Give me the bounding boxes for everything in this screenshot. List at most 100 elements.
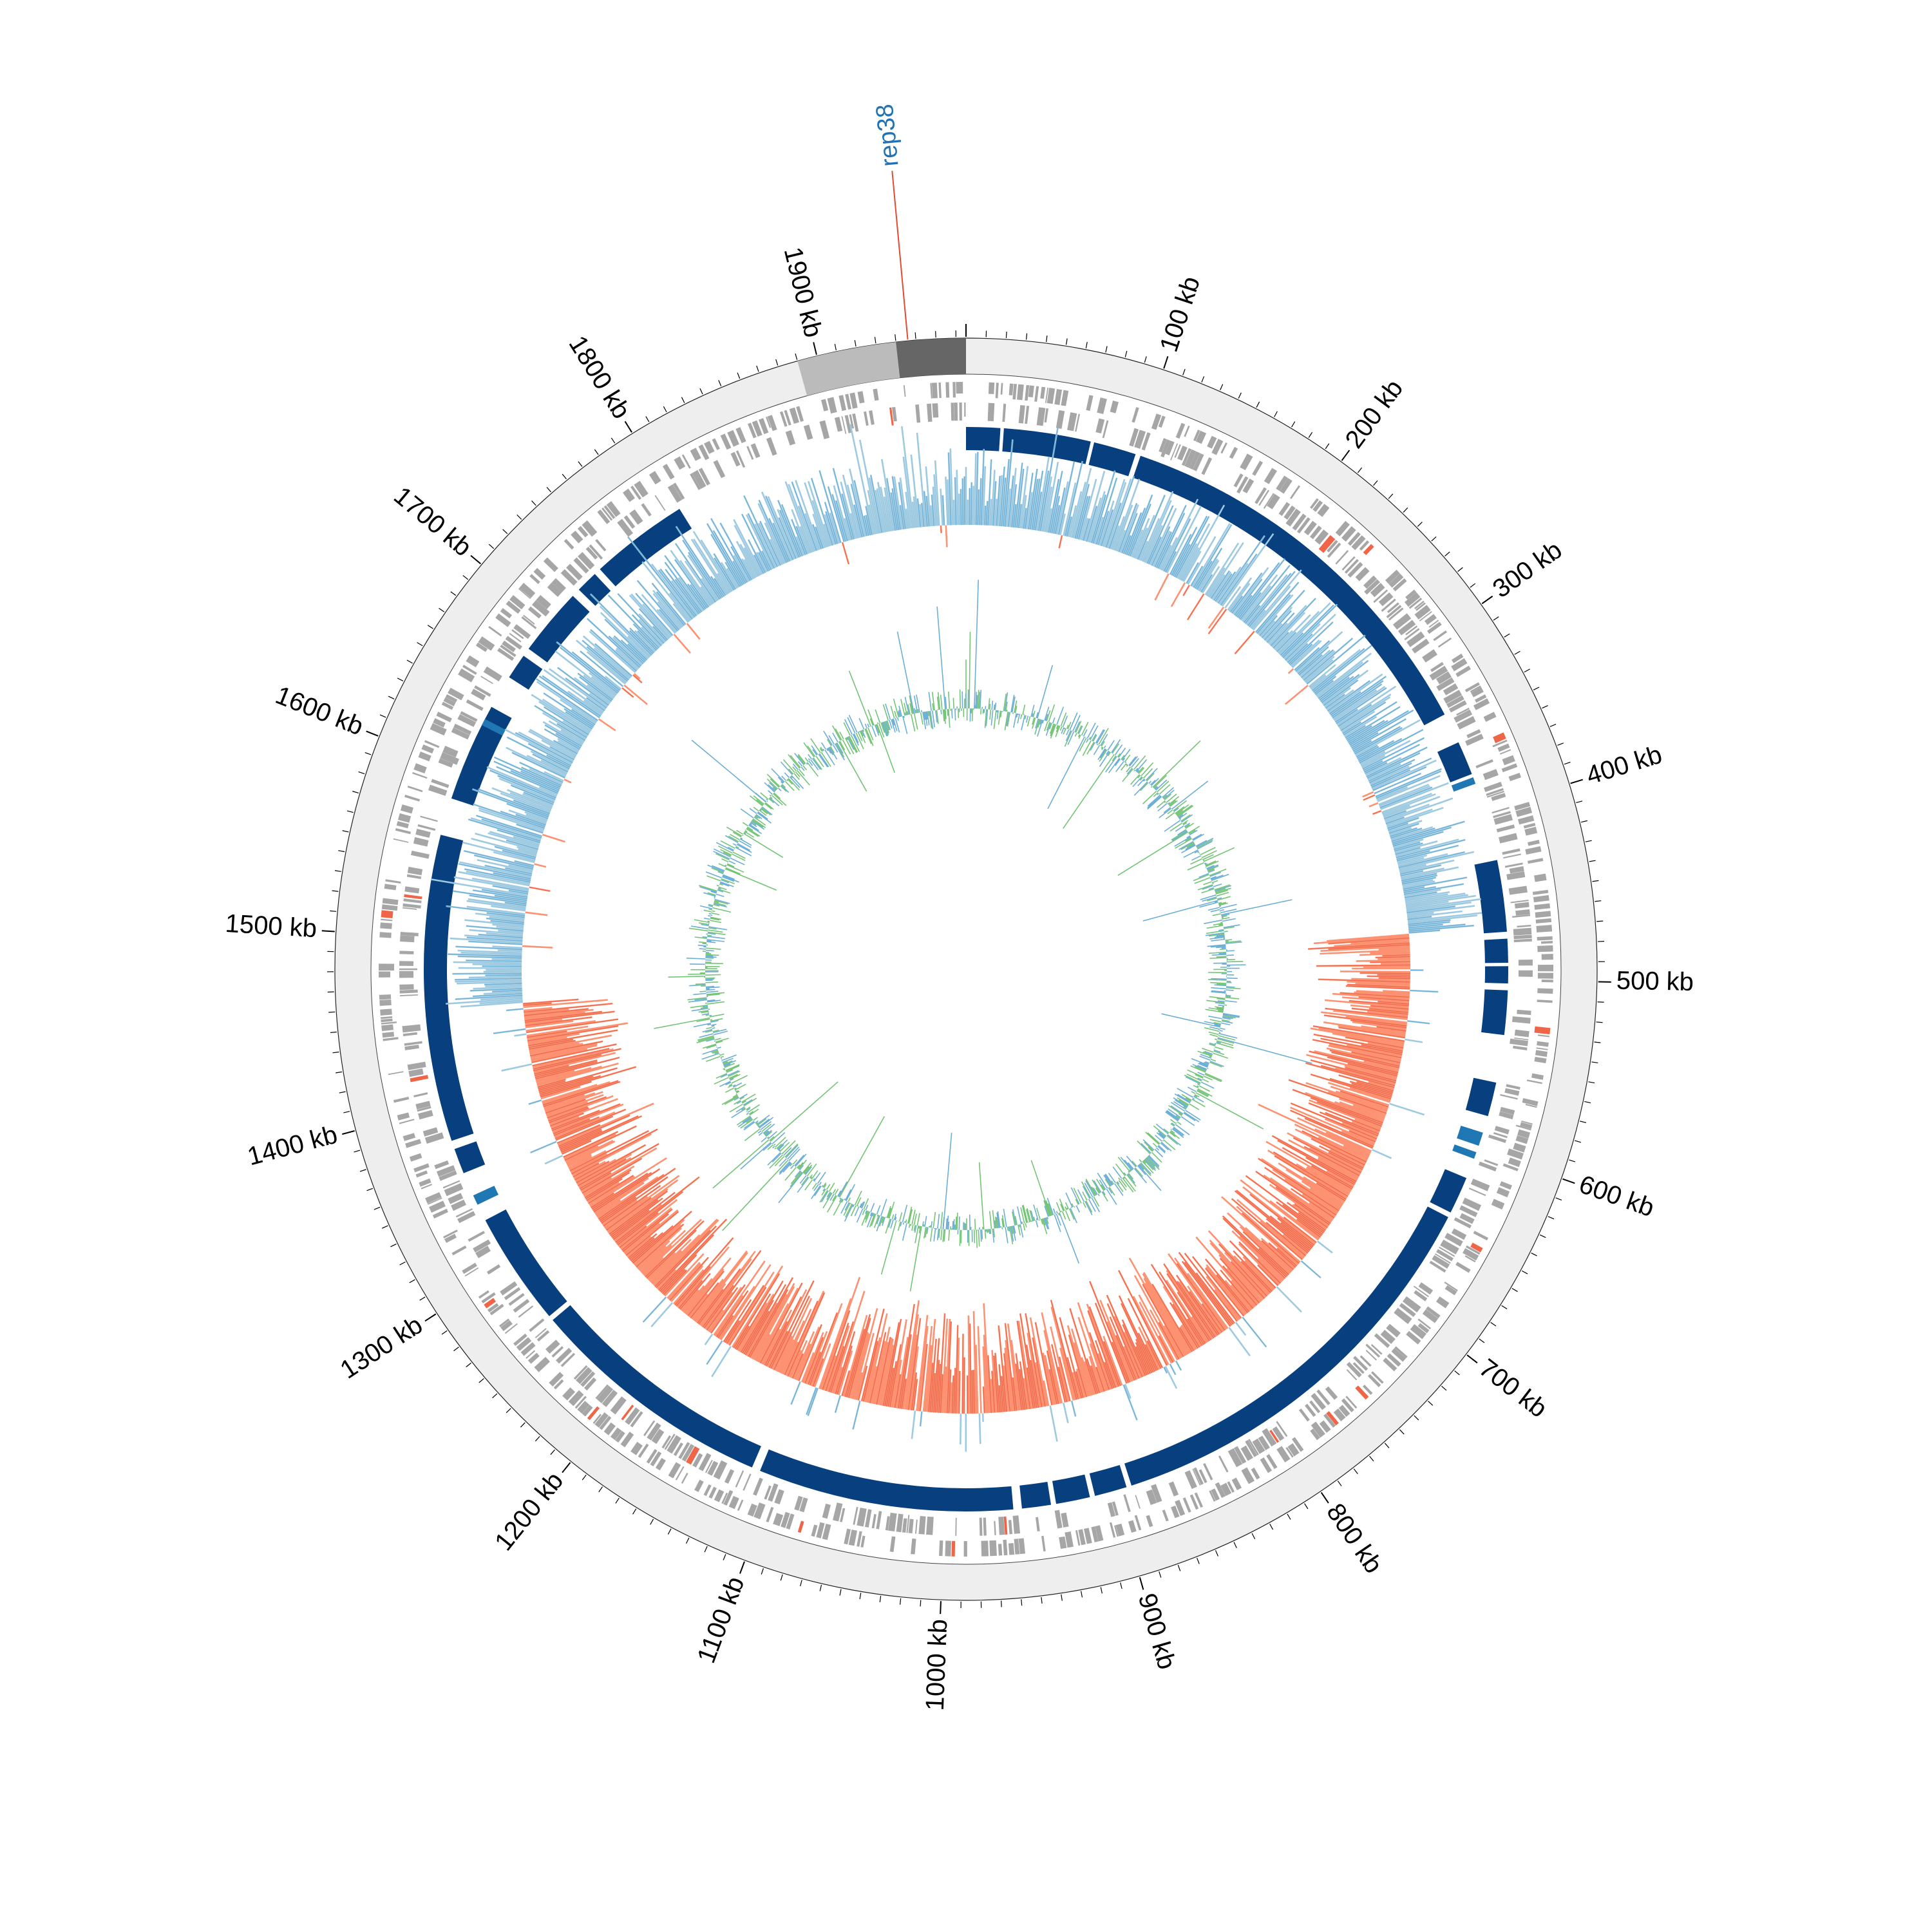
gene-feature — [748, 422, 757, 439]
gene-feature — [402, 1032, 418, 1037]
gene-feature — [407, 866, 423, 876]
gene-feature — [1252, 460, 1264, 476]
minor-tick — [756, 365, 759, 372]
gene-feature — [954, 402, 958, 421]
tick-label: 800 kb — [1321, 1499, 1388, 1578]
gene-feature — [673, 1442, 683, 1457]
gene-feature — [1521, 1120, 1533, 1125]
gene-feature — [1160, 439, 1171, 458]
gene-feature — [649, 471, 661, 485]
gene-feature — [1373, 589, 1388, 603]
gene-feature — [737, 1499, 744, 1511]
minor-tick — [358, 771, 365, 775]
gene-feature — [603, 1422, 616, 1435]
minor-tick — [650, 1519, 654, 1525]
gene-feature — [1404, 592, 1421, 607]
minor-tick — [334, 870, 341, 872]
minor-tick — [1591, 1061, 1598, 1064]
minor-tick — [800, 1580, 802, 1587]
gene-feature — [1344, 559, 1359, 574]
gene-feature — [1399, 1303, 1416, 1317]
gene-feature — [1059, 1536, 1067, 1549]
gene-feature — [397, 1112, 410, 1121]
synteny-block — [1437, 742, 1472, 782]
gc-skew-track — [654, 580, 1312, 1292]
gene-feature — [486, 1264, 501, 1275]
gene-feature — [395, 828, 412, 835]
gene-feature — [407, 785, 423, 793]
gene-feature — [1537, 1034, 1550, 1037]
gene-feature — [675, 1466, 685, 1481]
gene-feature — [1292, 513, 1307, 531]
gene-feature — [1233, 1446, 1247, 1464]
gene-feature — [1255, 487, 1267, 504]
gene-feature — [400, 931, 419, 936]
gene-feature — [1083, 1528, 1092, 1544]
gene-feature — [713, 460, 726, 478]
minor-tick — [339, 1091, 346, 1094]
gene-feature — [1310, 498, 1319, 509]
gene-feature — [578, 552, 595, 570]
minor-tick — [417, 642, 423, 647]
minor-tick — [342, 830, 349, 833]
gene-feature — [553, 1379, 564, 1390]
minor-tick — [1533, 687, 1540, 690]
gene-feature — [903, 384, 906, 397]
gene-feature — [1115, 1523, 1125, 1537]
gene-feature — [1189, 451, 1200, 470]
tick-label: 1900 kb — [779, 245, 828, 341]
gene-feature — [1518, 959, 1533, 966]
gene-feature — [1292, 1437, 1304, 1452]
gene-feature — [442, 1180, 460, 1189]
gene-feature — [489, 1303, 504, 1316]
gene-feature — [471, 688, 486, 701]
gene-feature — [1193, 453, 1204, 471]
gene-feature — [746, 446, 754, 460]
gene-feature — [681, 1444, 695, 1462]
gene-feature — [464, 1267, 479, 1277]
gene-feature — [753, 1477, 763, 1496]
gene-feature — [889, 1536, 896, 1553]
gene-feature — [1386, 1323, 1401, 1338]
gene-feature — [735, 450, 746, 468]
gene-feature — [473, 1239, 491, 1253]
gene-feature — [1352, 1362, 1365, 1374]
gene-feature — [1258, 489, 1270, 506]
gene-feature — [526, 1350, 536, 1359]
gene-feature — [1046, 388, 1056, 404]
gene-feature — [1008, 1520, 1013, 1535]
major-tick — [1320, 1492, 1329, 1504]
gene-feature — [698, 468, 710, 486]
minor-tick — [506, 1408, 511, 1414]
gene-feature — [415, 828, 431, 838]
highlight-segment-0 — [797, 342, 900, 396]
gene-feature — [638, 1443, 649, 1458]
gene-feature — [1158, 415, 1166, 428]
gene-feature — [1478, 1161, 1497, 1172]
gene-feature — [1514, 1029, 1530, 1037]
gene-feature — [438, 758, 453, 768]
gene-feature — [518, 588, 531, 600]
gene-feature — [1364, 579, 1380, 595]
minor-tick — [1511, 1287, 1518, 1293]
gene-feature — [399, 971, 414, 978]
gene-feature — [1175, 422, 1186, 439]
gene-feature — [819, 420, 830, 439]
gene-feature — [1486, 790, 1504, 798]
major-tick — [813, 342, 817, 355]
gene-feature — [833, 1502, 843, 1522]
gene-feature — [794, 1495, 803, 1511]
gene-feature — [1182, 1497, 1191, 1513]
gene-feature — [1416, 602, 1426, 611]
gene-feature — [560, 569, 578, 586]
gene-feature — [1513, 938, 1532, 943]
gene-feature — [1347, 562, 1363, 578]
gene-feature — [453, 723, 472, 735]
gene-feature — [1359, 540, 1370, 551]
gene-feature — [402, 1133, 416, 1141]
minor-tick — [1490, 1321, 1497, 1327]
feature-label-line — [891, 171, 909, 340]
gene-feature — [1430, 661, 1444, 672]
minor-tick — [1580, 820, 1587, 823]
gene-feature — [983, 1517, 987, 1536]
